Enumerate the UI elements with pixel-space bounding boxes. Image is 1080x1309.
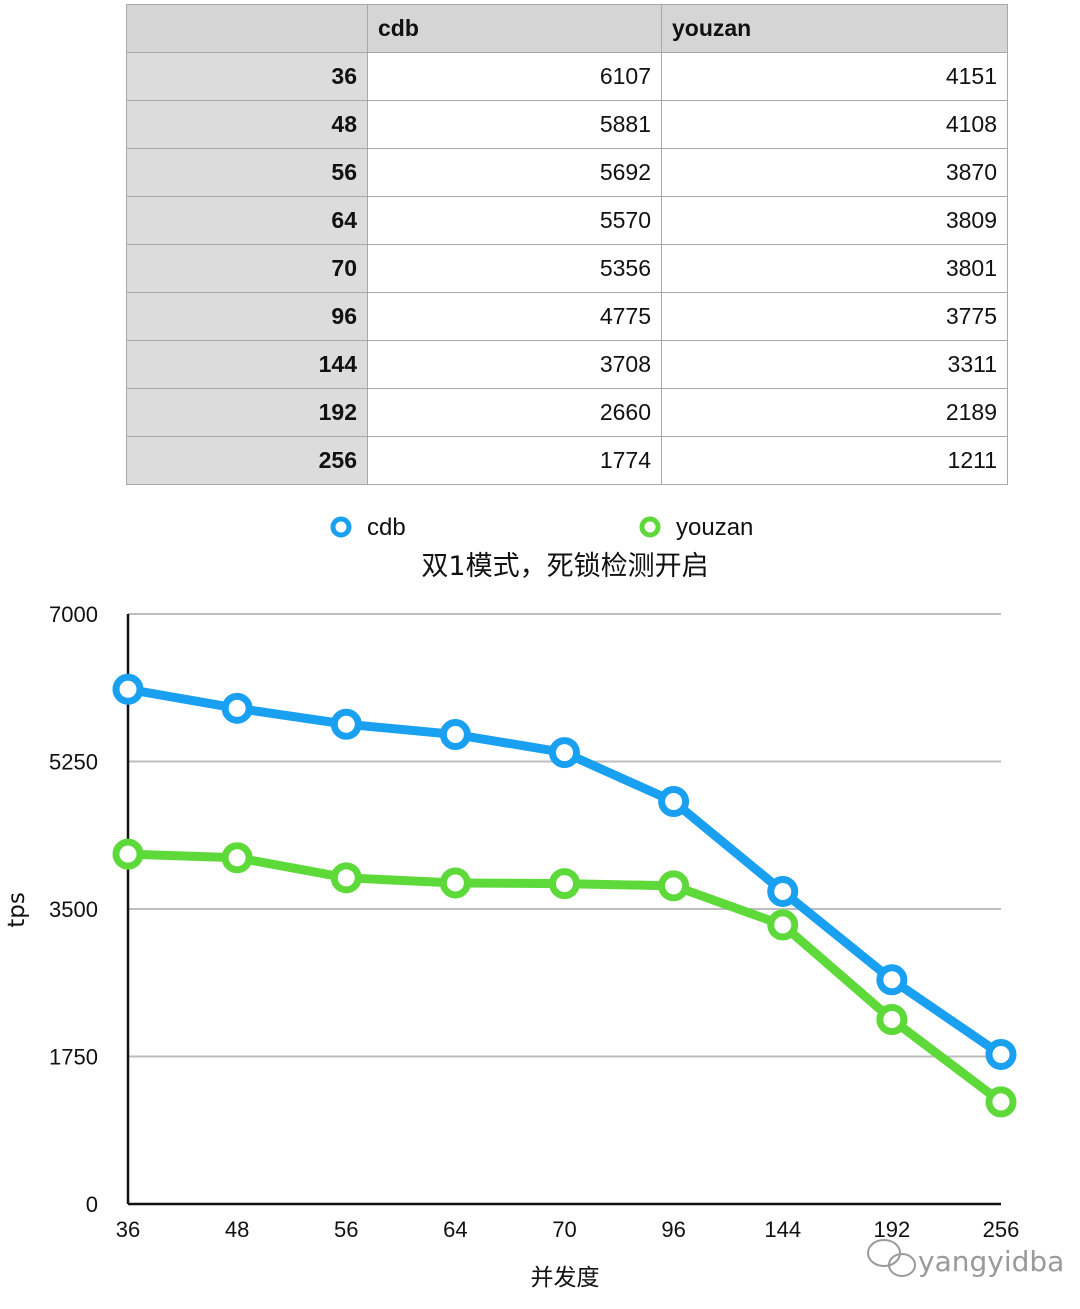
data-point-cdb — [876, 964, 908, 996]
series — [112, 673, 1017, 1118]
legend-item-cdb: cdb — [330, 514, 406, 541]
cell-youzan: 3311 — [661, 340, 1008, 389]
cell-youzan: 3775 — [661, 292, 1008, 341]
line-chart: cdb youzan 双1模式，死锁检测开启 01750350052507000 … — [4, 514, 1064, 1291]
data-point-youzan — [549, 868, 580, 900]
data-point-cdb — [112, 673, 144, 705]
cell-cdb: 5881 — [367, 100, 662, 149]
table-row: 70 5356 3801 — [126, 244, 1008, 293]
cell-cdb: 6107 — [367, 52, 662, 101]
row-label: 36 — [126, 52, 368, 101]
cell-cdb: 5692 — [367, 148, 662, 197]
cell-youzan: 3801 — [661, 244, 1008, 293]
y-tick-label: 3500 — [49, 897, 98, 922]
legend-marker — [330, 516, 352, 538]
row-label: 56 — [126, 148, 368, 197]
data-point-youzan — [439, 867, 471, 899]
table-row: 64 5570 3809 — [126, 196, 1008, 245]
data-point-cdb — [221, 692, 253, 724]
data-point-youzan — [221, 842, 253, 874]
cell-youzan: 4151 — [661, 52, 1008, 101]
row-label: 70 — [126, 244, 368, 293]
table-row: 96 4775 3775 — [126, 292, 1008, 341]
x-tick-label: 192 — [874, 1217, 911, 1242]
data-point-cdb — [439, 719, 471, 751]
row-label: 48 — [126, 100, 368, 149]
data-point-youzan — [330, 862, 362, 894]
table-header-row: cdb youzan — [126, 4, 1008, 53]
row-label: 192 — [126, 388, 368, 437]
y-tick-label: 1750 — [49, 1045, 98, 1070]
x-tick-label: 36 — [116, 1217, 140, 1242]
legend-item-youzan: youzan — [639, 514, 753, 541]
data-point-youzan — [876, 1003, 908, 1035]
header-youzan: youzan — [661, 4, 1008, 53]
x-tick-label: 48 — [225, 1217, 249, 1242]
chart-title: 双1模式，死锁检测开启 — [421, 551, 708, 582]
x-tick-label: 256 — [983, 1217, 1020, 1242]
legend: cdb youzan — [330, 514, 753, 541]
cell-youzan: 3870 — [661, 148, 1008, 197]
y-axis-label: tps — [4, 892, 30, 928]
data-point-youzan — [767, 909, 799, 941]
row-label: 256 — [126, 436, 368, 485]
series-cdb — [112, 673, 1017, 1070]
x-axis-label: 并发度 — [531, 1265, 600, 1291]
header-corner — [126, 4, 368, 53]
legend-marker — [639, 516, 661, 538]
gridlines — [126, 613, 1001, 1206]
data-point-cdb — [767, 875, 799, 907]
data-point-youzan — [985, 1086, 1017, 1118]
table-row: 256 1774 1211 — [126, 436, 1008, 485]
watermark: yangyidba — [867, 1239, 1064, 1278]
table-row: 48 5881 4108 — [126, 100, 1008, 149]
cell-cdb: 1774 — [367, 436, 662, 485]
y-tick-label: 0 — [86, 1192, 98, 1217]
x-tick-labels: 36 48 56 64 70 96 144 192 256 — [116, 1217, 1020, 1242]
x-tick-label: 70 — [552, 1217, 576, 1242]
x-tick-label: 64 — [443, 1217, 467, 1242]
cell-cdb: 5570 — [367, 196, 662, 245]
cell-cdb: 5356 — [367, 244, 662, 293]
row-label: 144 — [126, 340, 368, 389]
x-tick-label: 56 — [334, 1217, 358, 1242]
cell-youzan: 3809 — [661, 196, 1008, 245]
data-table: cdb youzan 36 6107 4151 48 5881 4108 56 5692 387… — [126, 4, 1008, 485]
cell-youzan: 2189 — [661, 388, 1008, 437]
y-tick-label: 5250 — [49, 750, 98, 775]
header-cdb: cdb — [367, 4, 662, 53]
x-tick-label: 96 — [661, 1217, 685, 1242]
table-row: 192 2660 2189 — [126, 388, 1008, 437]
wechat-icon — [867, 1239, 916, 1277]
cell-cdb: 4775 — [367, 292, 662, 341]
legend-label: youzan — [676, 514, 753, 541]
y-tick-label: 7000 — [49, 602, 98, 627]
cell-cdb: 3708 — [367, 340, 662, 389]
data-point-cdb — [985, 1038, 1017, 1070]
legend-label: cdb — [367, 514, 406, 541]
x-tick-label: 144 — [764, 1217, 801, 1242]
table-row: 144 3708 3311 — [126, 340, 1008, 389]
data-point-cdb — [658, 786, 690, 818]
row-label: 96 — [126, 292, 368, 341]
series-youzan — [112, 838, 1017, 1118]
data-point-youzan — [112, 838, 144, 870]
data-point-youzan — [658, 870, 690, 902]
table-body: 36 6107 4151 48 5881 4108 56 5692 3870 64 5570 3809… — [126, 52, 1008, 485]
cell-youzan: 1211 — [661, 436, 1008, 485]
data-point-cdb — [549, 737, 580, 769]
y-tick-labels: 0 1750 3500 5250 7000 — [49, 602, 98, 1217]
watermark-text: yangyidba — [918, 1245, 1064, 1278]
data-point-cdb — [330, 708, 362, 740]
table-row: 56 5692 3870 — [126, 148, 1008, 197]
row-label: 64 — [126, 196, 368, 245]
cell-youzan: 4108 — [661, 100, 1008, 149]
table-row: 36 6107 4151 — [126, 52, 1008, 101]
cell-cdb: 2660 — [367, 388, 662, 437]
